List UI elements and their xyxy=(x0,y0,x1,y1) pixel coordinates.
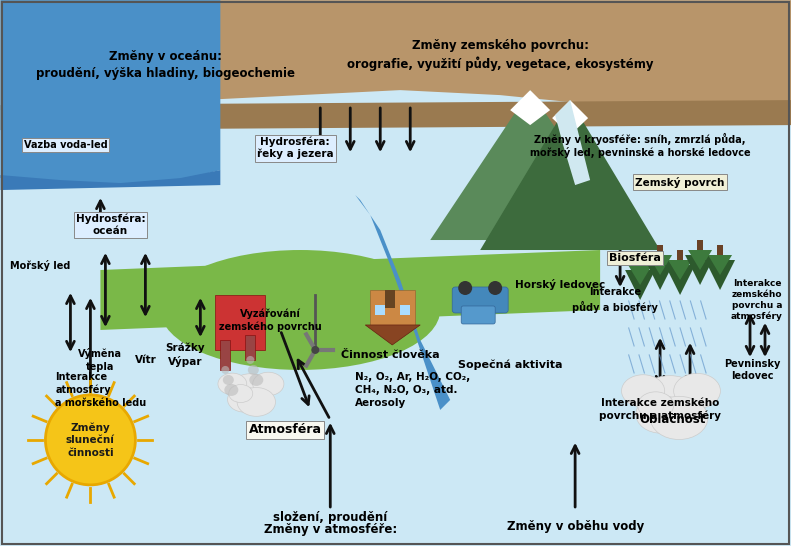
Text: N₂, O₂, Ar, H₂O, CO₂,
CH₄, N₂O, O₃, atd.
Aerosoly: N₂, O₂, Ar, H₂O, CO₂, CH₄, N₂O, O₃, atd.… xyxy=(355,372,471,408)
Polygon shape xyxy=(100,250,600,330)
Text: Změny v oběhu vody: Změny v oběhu vody xyxy=(506,520,644,533)
Ellipse shape xyxy=(638,392,674,419)
Text: Vyzářování
zemského povrchu: Vyzářování zemského povrchu xyxy=(219,308,322,332)
Ellipse shape xyxy=(218,373,247,395)
Ellipse shape xyxy=(622,375,664,407)
Polygon shape xyxy=(552,100,589,135)
Text: Interakce zemského
povrchu a atmosféry: Interakce zemského povrchu a atmosféry xyxy=(599,399,721,422)
Ellipse shape xyxy=(638,376,702,424)
Bar xyxy=(370,290,415,325)
Bar xyxy=(717,245,723,270)
Ellipse shape xyxy=(252,372,284,396)
Polygon shape xyxy=(665,265,695,295)
Text: Pevninsky
ledovec: Pevninsky ledovec xyxy=(724,359,780,381)
Bar xyxy=(697,240,703,265)
Polygon shape xyxy=(685,255,715,285)
FancyBboxPatch shape xyxy=(452,287,508,313)
Polygon shape xyxy=(705,260,735,290)
Ellipse shape xyxy=(229,374,272,406)
Ellipse shape xyxy=(650,396,708,440)
Text: Vazba voda-led: Vazba voda-led xyxy=(24,140,108,150)
Ellipse shape xyxy=(237,388,275,416)
Polygon shape xyxy=(688,250,712,270)
Ellipse shape xyxy=(225,384,238,396)
Polygon shape xyxy=(708,255,732,275)
Polygon shape xyxy=(365,325,420,345)
FancyBboxPatch shape xyxy=(1,100,791,546)
Polygon shape xyxy=(668,260,692,280)
Text: Hydrosféra:
řeky a jezera: Hydrosféra: řeky a jezera xyxy=(257,136,334,159)
Text: Oblačnost: Oblačnost xyxy=(639,413,706,426)
Text: Atmosféra: Atmosféra xyxy=(249,423,322,436)
Text: Biosféra: Biosféra xyxy=(609,253,661,263)
Text: Interakce
půdy a biosféry: Interakce půdy a biosféry xyxy=(572,287,658,312)
Ellipse shape xyxy=(161,250,441,370)
Text: Změny
sluneční
činnosti: Změny sluneční činnosti xyxy=(66,422,115,458)
Polygon shape xyxy=(1,0,791,110)
Polygon shape xyxy=(430,90,630,240)
Text: Srážky
Výpar: Srážky Výpar xyxy=(165,343,205,367)
Text: Výměna
tepla: Výměna tepla xyxy=(78,348,123,372)
Bar xyxy=(215,295,265,350)
Bar xyxy=(637,255,643,280)
Circle shape xyxy=(45,395,135,485)
Ellipse shape xyxy=(249,374,263,386)
Text: Zemský povrch: Zemský povrch xyxy=(635,176,725,188)
Polygon shape xyxy=(625,270,655,300)
Ellipse shape xyxy=(228,387,261,412)
Circle shape xyxy=(458,281,472,295)
Text: Hydrosféra:
oceán: Hydrosféra: oceán xyxy=(76,214,146,236)
Bar xyxy=(400,305,411,315)
Bar xyxy=(385,290,396,308)
Text: Změny v atmosféře:: Změny v atmosféře: xyxy=(263,524,397,536)
Polygon shape xyxy=(1,0,221,185)
Polygon shape xyxy=(628,265,652,285)
Ellipse shape xyxy=(674,373,721,408)
Text: Vítr: Vítr xyxy=(134,355,157,365)
Text: Horský ledovec: Horský ledovec xyxy=(515,280,605,290)
Polygon shape xyxy=(555,100,590,185)
Bar xyxy=(677,250,683,275)
Polygon shape xyxy=(480,100,660,250)
FancyBboxPatch shape xyxy=(461,306,495,324)
Polygon shape xyxy=(355,195,450,410)
Ellipse shape xyxy=(246,356,255,364)
Text: Změny v oceánu:
proudění, výška hladiny, biogeochemie: Změny v oceánu: proudění, výška hladiny,… xyxy=(36,50,295,80)
Text: Interakce
zemského
povrchu a
atmosféry: Interakce zemského povrchu a atmosféry xyxy=(731,278,783,322)
Ellipse shape xyxy=(221,366,229,374)
Text: Interakce
atmosféry
a mořského ledu: Interakce atmosféry a mořského ledu xyxy=(55,372,146,408)
Polygon shape xyxy=(1,170,221,190)
Bar xyxy=(375,305,385,315)
Ellipse shape xyxy=(248,365,259,375)
Polygon shape xyxy=(1,100,791,130)
Text: Změny v kryosféře: sníh, zmrzlá půda,
mořský led, pevninské a horské ledovce: Změny v kryosféře: sníh, zmrzlá půda, mo… xyxy=(530,133,751,157)
Circle shape xyxy=(312,346,320,354)
Bar xyxy=(657,245,663,270)
Ellipse shape xyxy=(229,384,252,402)
Text: Činnost člověka: Činnost člověka xyxy=(341,350,440,360)
Polygon shape xyxy=(648,255,672,275)
Polygon shape xyxy=(510,90,551,125)
Bar xyxy=(245,335,255,360)
Text: Mořský led: Mořský led xyxy=(10,259,70,270)
Polygon shape xyxy=(645,260,675,290)
Text: Změny zemského povrchu:
orografie, využití půdy, vegetace, ekosystémy: Změny zemského povrchu: orografie, využi… xyxy=(347,39,653,71)
Ellipse shape xyxy=(636,395,687,433)
Bar xyxy=(221,340,230,370)
Circle shape xyxy=(488,281,502,295)
Text: Sopečná aktivita: Sopečná aktivita xyxy=(458,360,562,370)
Ellipse shape xyxy=(223,375,234,385)
Text: složení, proudění: složení, proudění xyxy=(273,512,388,524)
